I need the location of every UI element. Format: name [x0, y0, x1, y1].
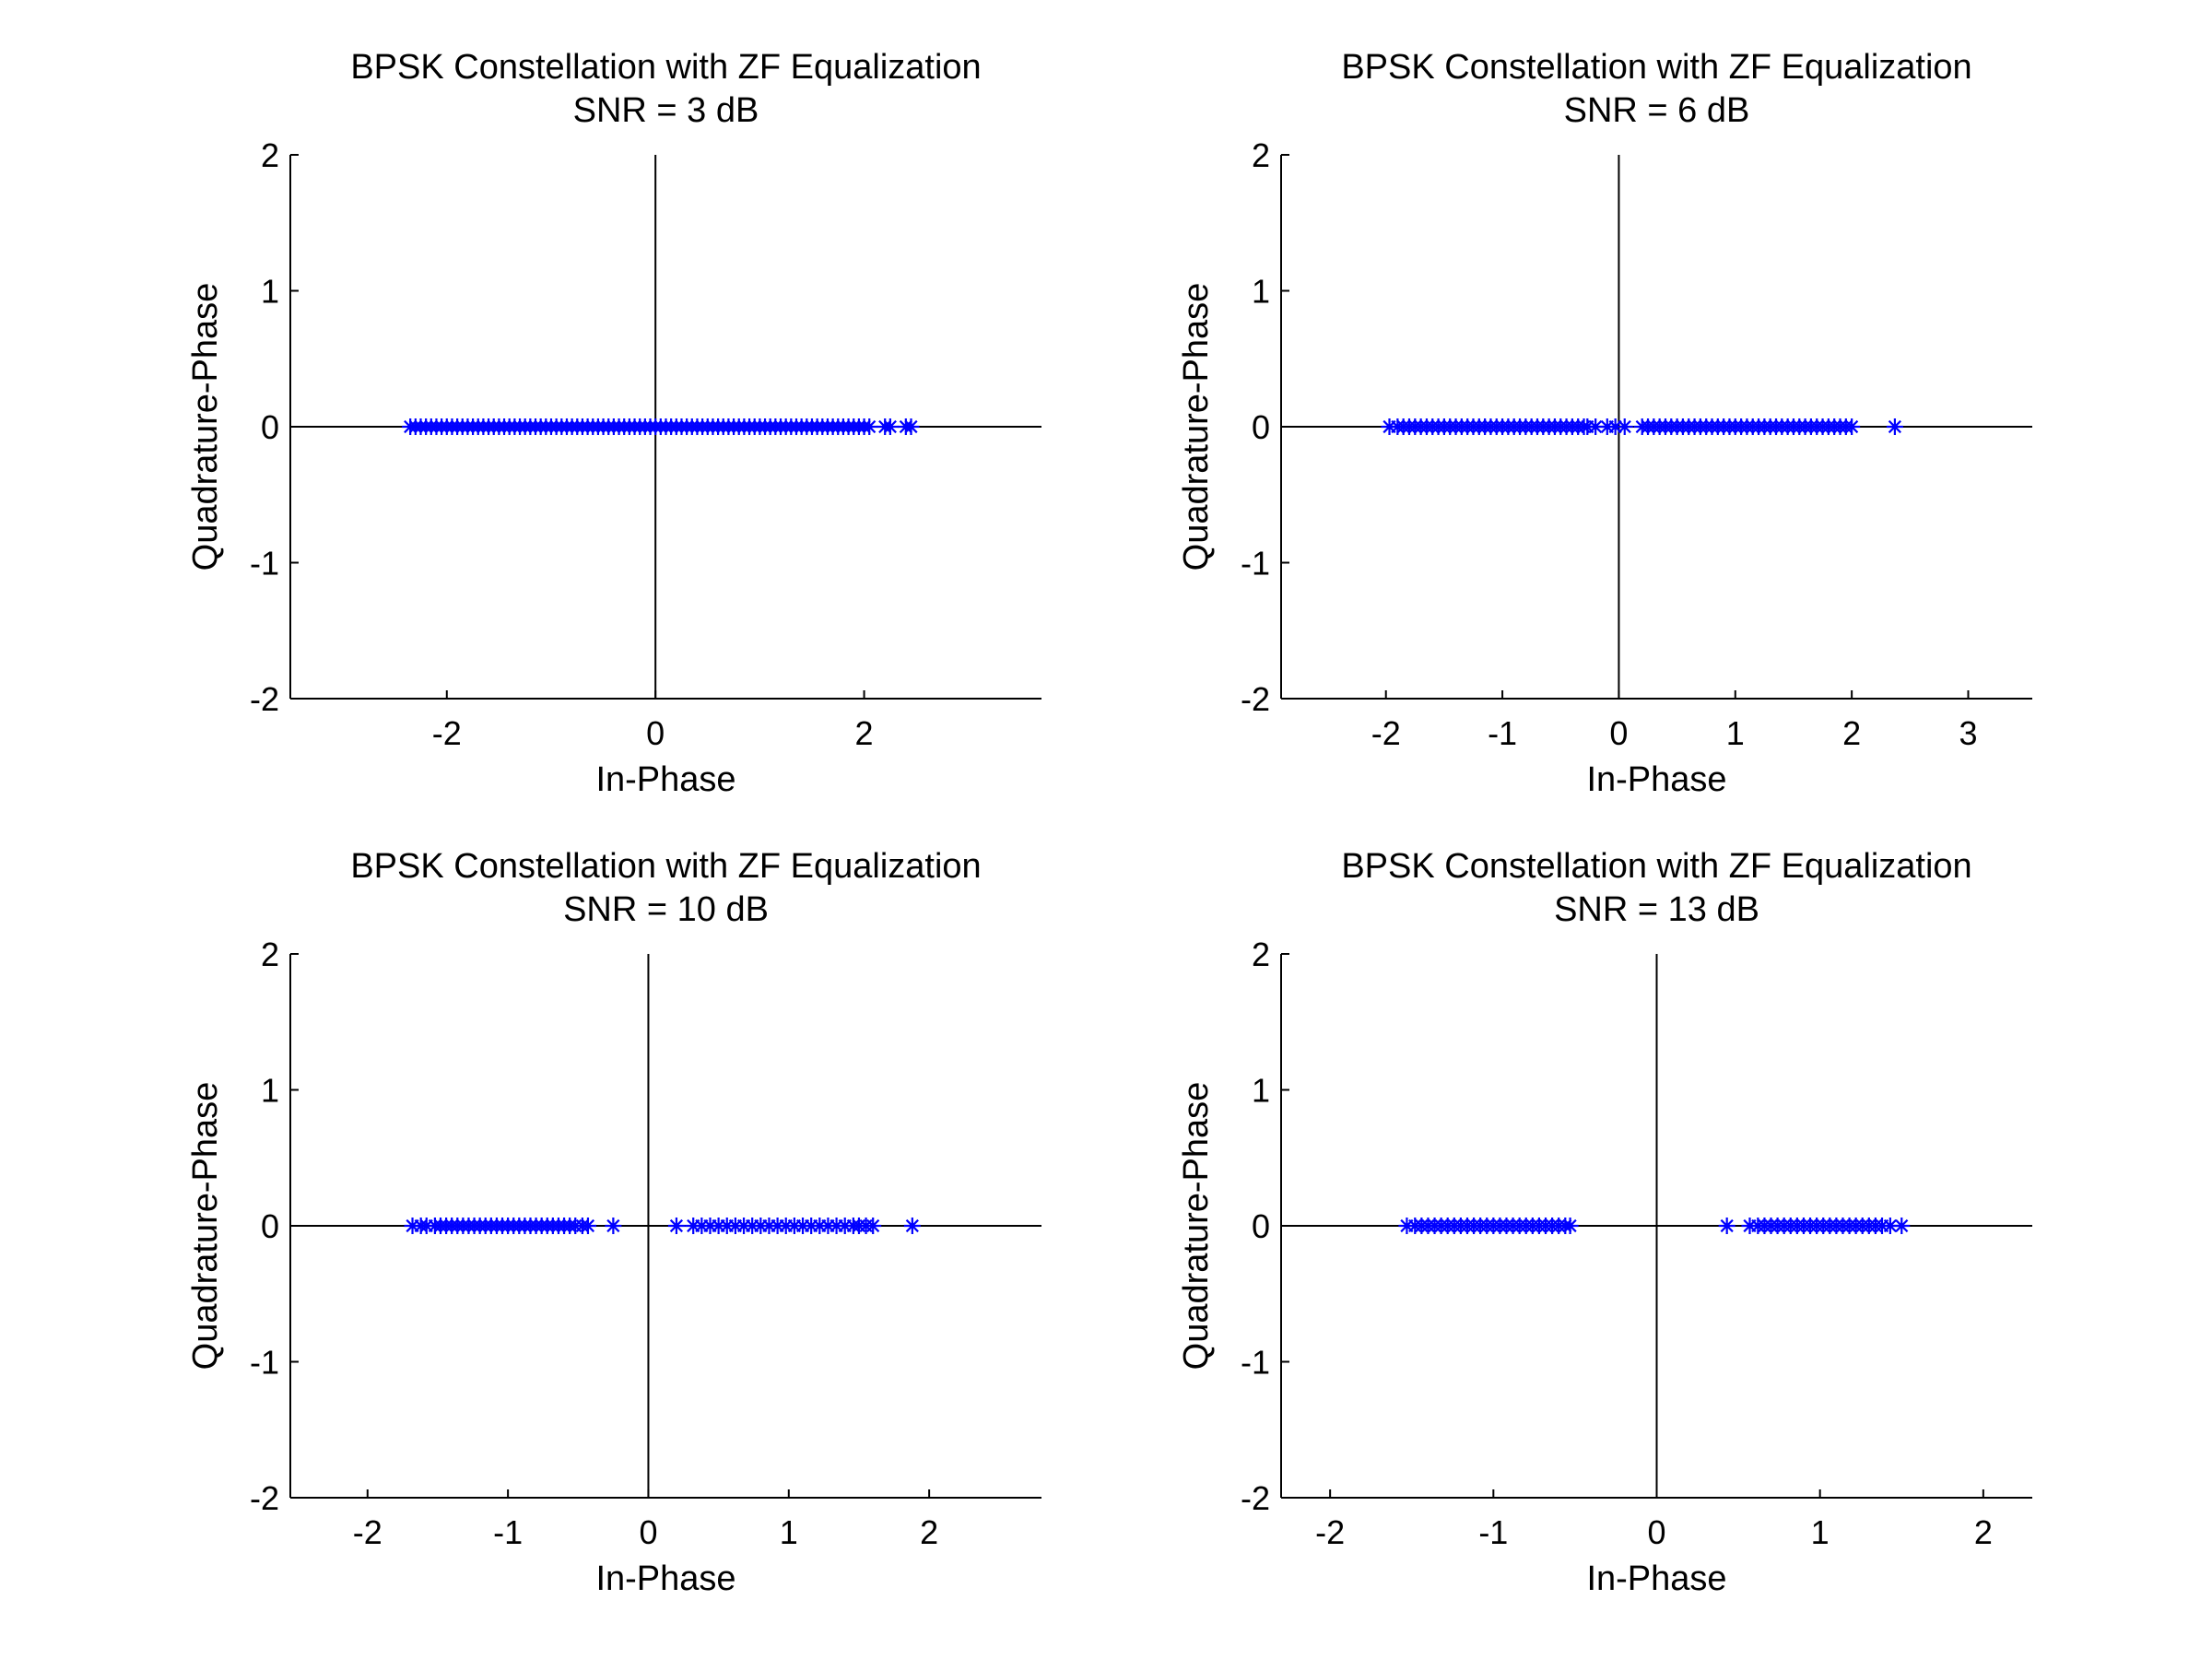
data-point — [1587, 418, 1605, 435]
data-point — [1893, 1218, 1911, 1234]
x-tick-label: -1 — [1488, 714, 1517, 752]
data-point — [726, 1218, 744, 1234]
y-tick-label: -2 — [250, 1479, 279, 1517]
y-axis-label: Quadrature-Phase — [186, 283, 225, 571]
y-tick-label: 0 — [261, 408, 279, 446]
y-axis-label: Quadrature-Phase — [186, 1082, 225, 1371]
y-tick-label: -2 — [1241, 1479, 1270, 1517]
data-point — [902, 418, 920, 435]
data-point — [794, 1218, 812, 1234]
x-axis-label: In-Phase — [1586, 1559, 1726, 1598]
subplot-title: BPSK Constellation with ZF Equalization — [350, 847, 981, 886]
data-point — [803, 1218, 820, 1234]
data-point — [718, 1218, 735, 1234]
x-tick-label: 1 — [780, 1513, 798, 1551]
data-point — [865, 1218, 882, 1234]
subplot-subtitle: SNR = 10 dB — [563, 890, 769, 929]
y-tick-label: 1 — [1252, 273, 1270, 311]
subplot-subtitle: SNR = 13 dB — [1554, 890, 1759, 929]
y-tick-label: -1 — [1241, 545, 1270, 582]
data-point — [1561, 1218, 1579, 1234]
subplot-subtitle: SNR = 6 dB — [1564, 91, 1750, 130]
x-axis-label: In-Phase — [595, 1559, 735, 1598]
data-point — [418, 1218, 435, 1234]
x-tick-label: -1 — [493, 1513, 523, 1551]
subplot-title: BPSK Constellation with ZF Equalization — [1341, 48, 1971, 87]
subplot-4: BPSK Constellation with ZF Equalization S… — [1177, 847, 2032, 1598]
data-point — [769, 1218, 786, 1234]
data-point — [1616, 418, 1633, 435]
x-tick-label: 2 — [855, 714, 874, 752]
subplot-1: BPSK Constellation with ZF Equalization S… — [186, 48, 1041, 799]
y-tick-label: 0 — [261, 1207, 279, 1245]
x-tick-label: 2 — [1974, 1513, 1993, 1551]
y-axis-label: Quadrature-Phase — [1177, 1082, 1216, 1371]
x-tick-label: 2 — [1842, 714, 1861, 752]
y-tick-label: 2 — [261, 136, 279, 174]
data-point — [903, 1218, 921, 1234]
data-point — [752, 1218, 770, 1234]
x-tick-label: 1 — [1726, 714, 1745, 752]
x-tick-label: 0 — [639, 1513, 657, 1551]
x-axis-label: In-Phase — [1586, 760, 1726, 799]
data-point — [1881, 1218, 1899, 1234]
y-tick-label: 1 — [261, 1072, 279, 1110]
data-point — [881, 418, 899, 435]
y-tick-label: -1 — [250, 545, 279, 582]
x-tick-label: -1 — [1478, 1513, 1508, 1551]
subplot-2: BPSK Constellation with ZF Equalization S… — [1177, 48, 2032, 799]
y-tick-label: 0 — [1252, 408, 1270, 446]
y-tick-label: 1 — [261, 273, 279, 311]
x-tick-label: -2 — [353, 1513, 382, 1551]
x-tick-label: 0 — [646, 714, 665, 752]
subplot-subtitle: SNR = 3 dB — [573, 91, 759, 130]
data-point — [1718, 1218, 1735, 1234]
y-axis-label: Quadrature-Phase — [1177, 283, 1216, 571]
data-point — [811, 1218, 829, 1234]
x-tick-label: -2 — [1315, 1513, 1345, 1551]
subplot-3: BPSK Constellation with ZF Equalization S… — [186, 847, 1041, 1598]
subplot-title: BPSK Constellation with ZF Equalization — [350, 48, 981, 87]
data-point — [710, 1218, 727, 1234]
x-tick-label: 2 — [920, 1513, 938, 1551]
x-tick-label: 3 — [1959, 714, 1977, 752]
x-tick-label: 1 — [1811, 1513, 1830, 1551]
y-tick-label: -1 — [250, 1344, 279, 1382]
data-point — [605, 1218, 622, 1234]
data-point — [735, 1218, 753, 1234]
data-point — [667, 1218, 685, 1234]
data-point — [1606, 418, 1624, 435]
data-point — [836, 1218, 853, 1234]
data-point — [579, 1218, 596, 1234]
data-point — [861, 418, 878, 435]
data-point — [685, 1218, 702, 1234]
y-tick-label: -2 — [1241, 680, 1270, 718]
x-tick-label: -2 — [1371, 714, 1401, 752]
data-point — [1886, 418, 1903, 435]
y-tick-label: 0 — [1252, 1207, 1270, 1245]
y-tick-label: 2 — [261, 935, 279, 973]
data-point — [701, 1218, 719, 1234]
data-point — [819, 1218, 837, 1234]
x-axis-label: In-Phase — [595, 760, 735, 799]
data-point — [828, 1218, 845, 1234]
data-point — [404, 1218, 421, 1234]
data-point — [1843, 418, 1861, 435]
y-tick-label: -1 — [1241, 1344, 1270, 1382]
y-tick-label: 2 — [1252, 136, 1270, 174]
subplot-title: BPSK Constellation with ZF Equalization — [1341, 847, 1971, 886]
y-tick-label: 1 — [1252, 1072, 1270, 1110]
data-point — [744, 1218, 761, 1234]
data-point — [777, 1218, 794, 1234]
data-point — [760, 1218, 778, 1234]
x-tick-label: -2 — [432, 714, 462, 752]
x-tick-label: 0 — [1609, 714, 1628, 752]
data-point — [693, 1218, 711, 1234]
data-point — [785, 1218, 803, 1234]
x-tick-label: 0 — [1647, 1513, 1665, 1551]
y-tick-label: -2 — [250, 680, 279, 718]
y-tick-label: 2 — [1252, 935, 1270, 973]
